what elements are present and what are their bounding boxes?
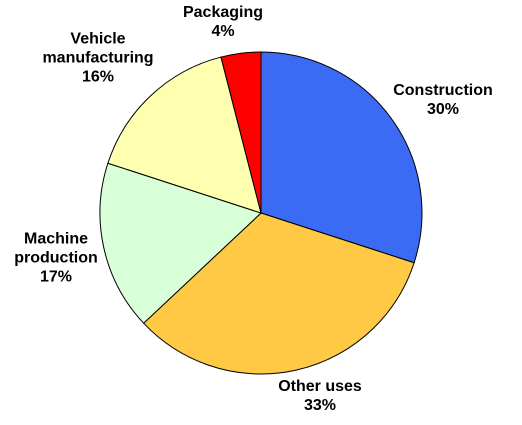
pie-slice [99, 162, 262, 324]
category-label: Machine production [14, 230, 98, 267]
slice-label: Construction 30% [393, 81, 493, 119]
value-label: 17% [39, 268, 73, 286]
value-label: 16% [81, 68, 115, 86]
category-label: Other uses [278, 378, 362, 395]
category-label: Packaging [182, 4, 264, 21]
pie-slice [142, 212, 415, 375]
slice-label: Packaging 4% [183, 3, 263, 41]
pie-slice [260, 51, 423, 264]
pie-slice [107, 56, 262, 214]
category-label: Construction [393, 82, 493, 99]
pie-slice [220, 51, 262, 214]
value-label: 30% [426, 101, 460, 118]
value-label: 4% [211, 23, 235, 40]
category-label: Vehicle manufacturing [42, 30, 154, 67]
slice-label: Machine production 17% [6, 230, 106, 287]
value-label: 33% [303, 397, 337, 414]
slice-label: Vehicle manufacturing 16% [23, 30, 173, 87]
slice-label: Other uses 33% [278, 377, 362, 415]
